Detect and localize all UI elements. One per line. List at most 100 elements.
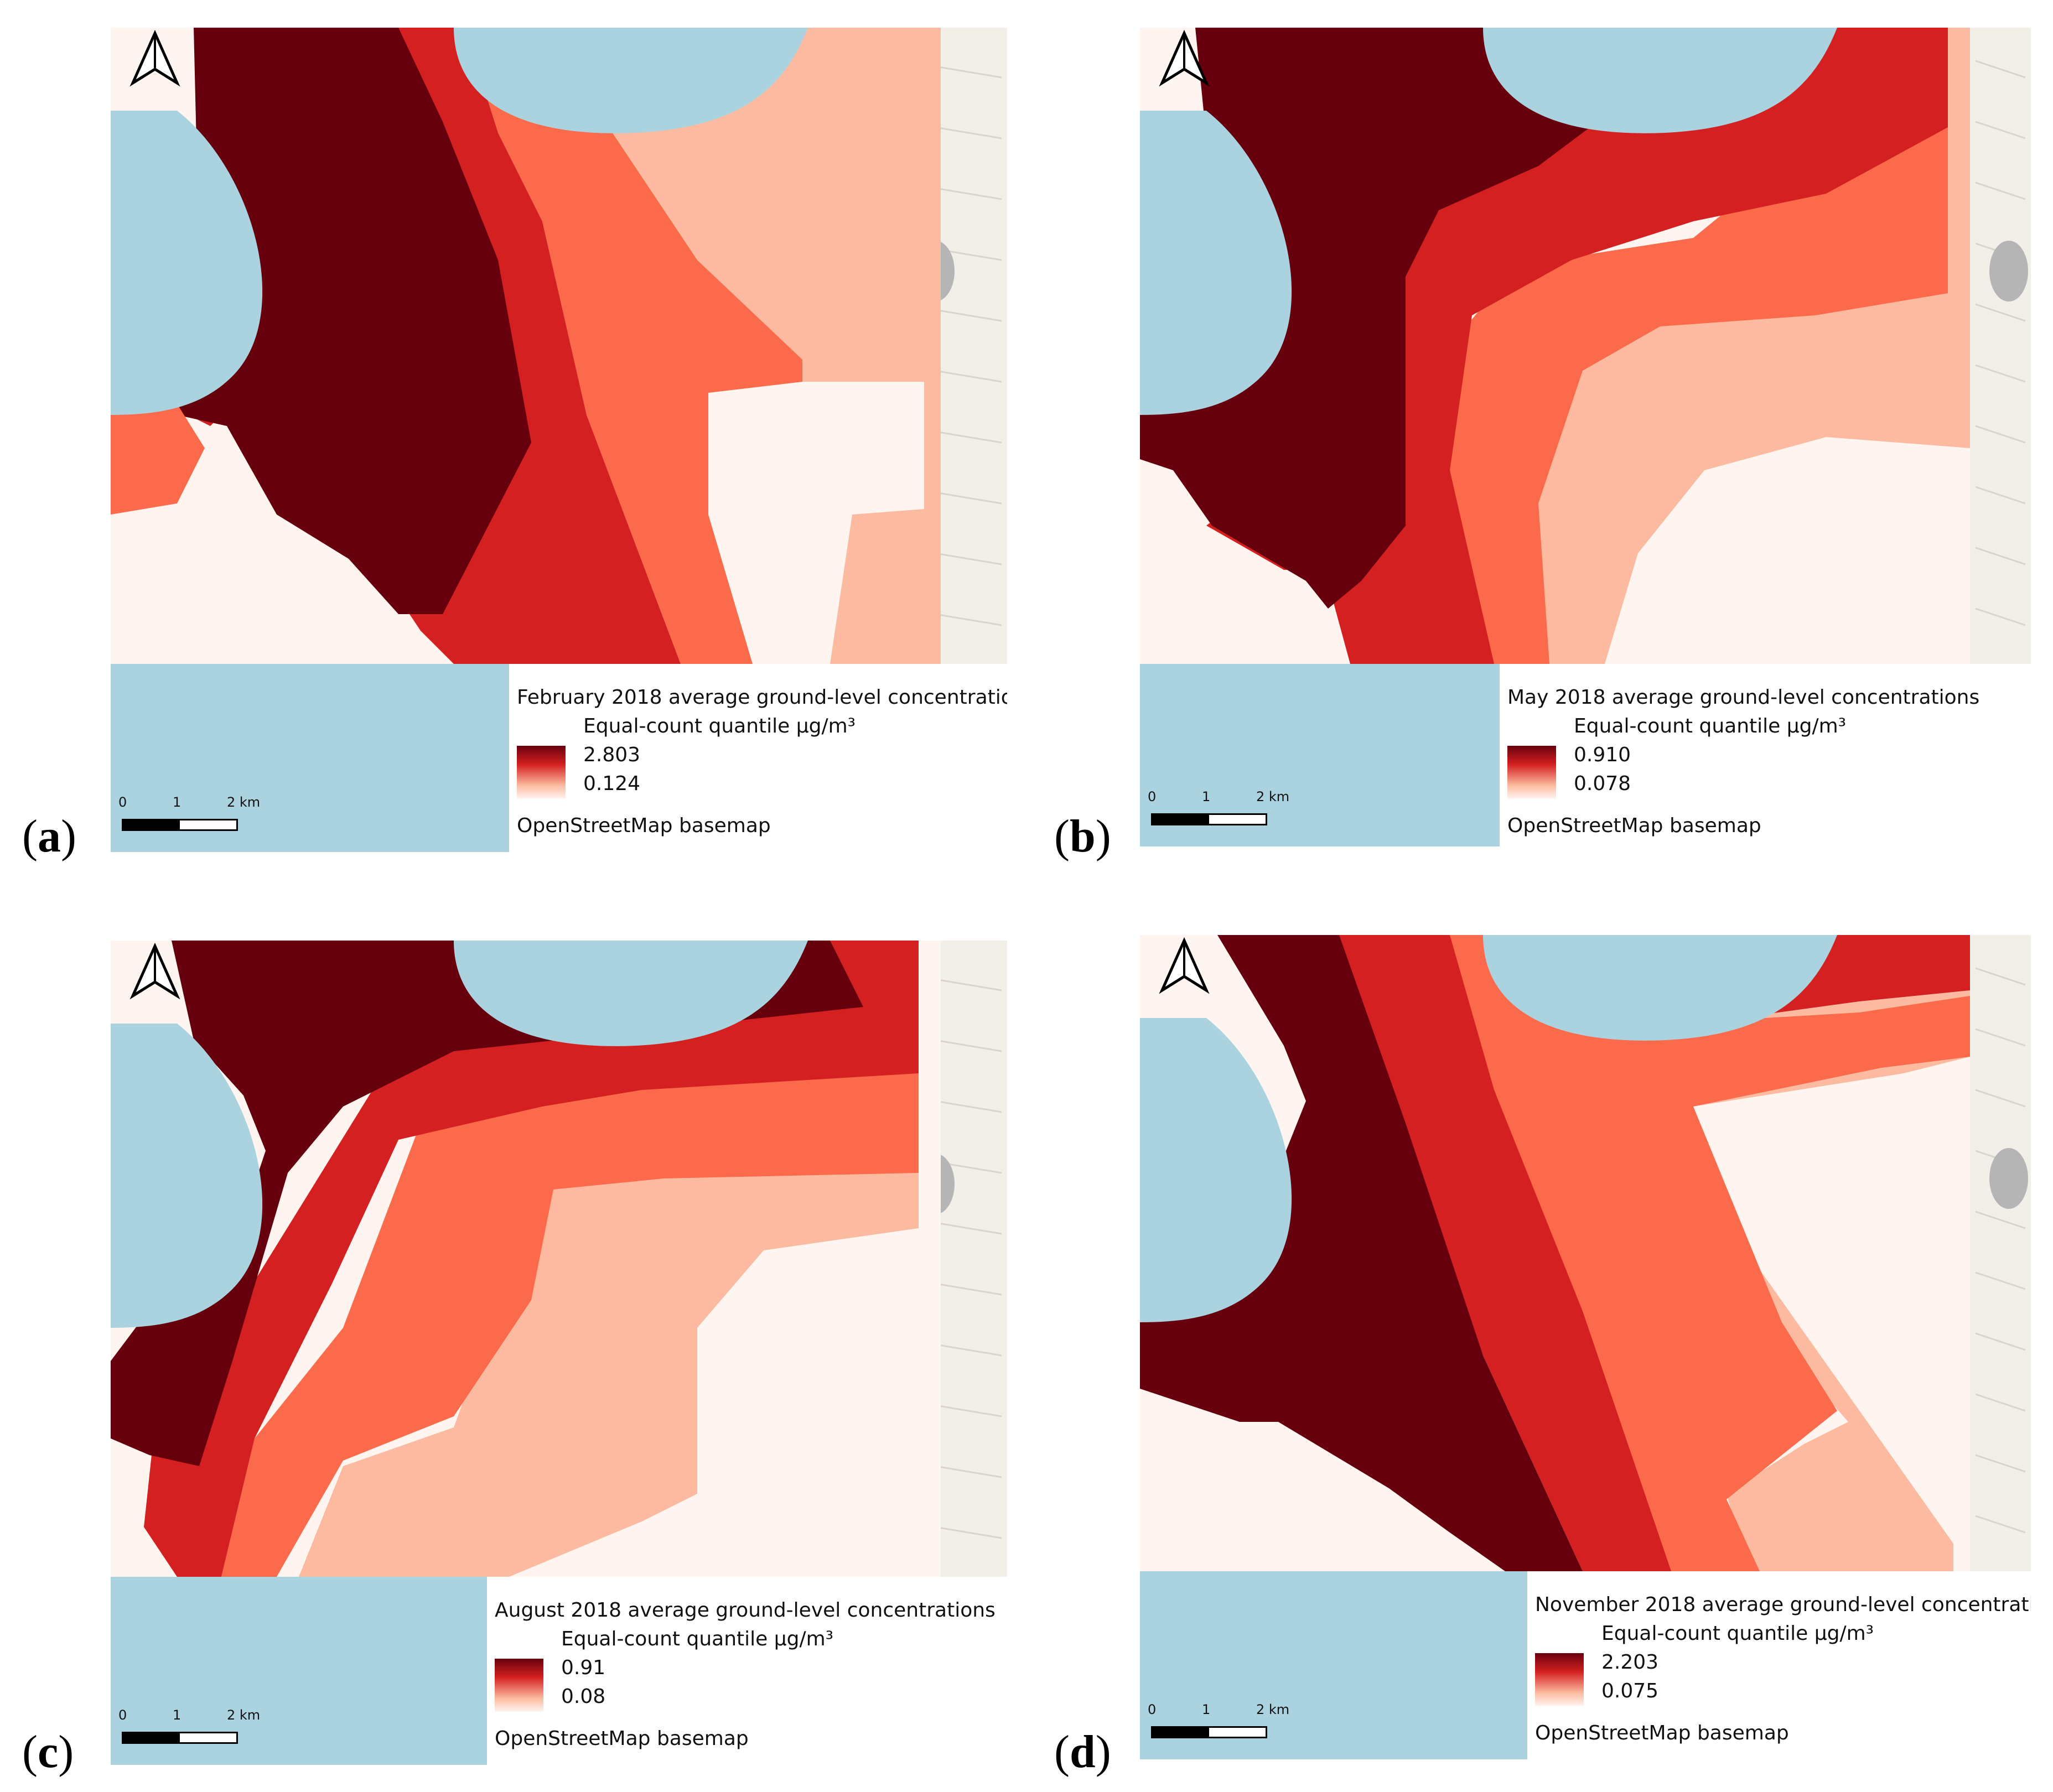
- legend-background: [487, 1577, 1007, 1765]
- legend-background: [1500, 664, 2031, 846]
- road-line: [1975, 1515, 2026, 1534]
- road-line: [1975, 1211, 2026, 1229]
- scale-bar: [1151, 1726, 1267, 1738]
- basemap-svg: [111, 28, 1007, 852]
- road-line: [1975, 967, 2026, 986]
- panel-label-c: (c): [22, 1726, 74, 1778]
- basemap-credit: OpenStreetMap basemap: [1535, 1722, 1789, 1744]
- panel-label-b: (b): [1054, 811, 1111, 862]
- legend-background: [1527, 1571, 2031, 1759]
- north-bay: [454, 28, 808, 133]
- concentration-zone-class4: [609, 28, 941, 664]
- panel-label-a: (a): [22, 811, 76, 862]
- north-arrow-icon: [129, 942, 180, 1000]
- land-area: [1970, 935, 2031, 1571]
- legend-color-ramp: [517, 746, 566, 799]
- legend-title: November 2018 average ground-level conce…: [1535, 1593, 2031, 1616]
- legend-min-value: 0.124: [583, 772, 641, 795]
- scale-segment-light: [180, 1733, 236, 1742]
- legend-min-value: 0.075: [1601, 1680, 1659, 1702]
- road-line: [1975, 1028, 2026, 1047]
- scale-label-1: 1: [173, 794, 182, 810]
- scale-label-1: 1: [1202, 789, 1211, 804]
- legend-background: [509, 664, 1007, 852]
- concentration-plume: [1140, 935, 1970, 1571]
- north-bay: [1483, 28, 1837, 133]
- north-arrow-icon: [1159, 29, 1210, 87]
- basemap-credit: OpenStreetMap basemap: [495, 1727, 749, 1750]
- concentration-zone-class3: [1439, 935, 1970, 1571]
- north-arrow-icon: [129, 29, 180, 87]
- scale-bar: [122, 819, 238, 831]
- road-line: [1975, 547, 2026, 565]
- legend-color-ramp: [495, 1659, 543, 1712]
- west-bay: [111, 111, 263, 415]
- road-line: [1975, 181, 2026, 200]
- scale-label-2km: 2 km: [1256, 1702, 1290, 1717]
- basemap-credit: OpenStreetMap basemap: [517, 814, 771, 837]
- scale-label-0: 0: [118, 1707, 127, 1723]
- legend-max-value: 2.203: [1601, 1651, 1659, 1674]
- road-line: [1975, 486, 2026, 505]
- road-line: [1975, 1271, 2026, 1290]
- scale-segment-dark: [123, 1733, 180, 1742]
- legend-unit: Equal-count quantile µg/m³: [1601, 1622, 1874, 1645]
- road-line: [1975, 303, 2026, 322]
- scale-label-2km: 2 km: [227, 1707, 261, 1723]
- scale-label-0: 0: [118, 794, 127, 810]
- concentration-zone-class1: [1140, 935, 1583, 1571]
- concentration-zone-class3: [111, 404, 205, 515]
- legend-unit: Equal-count quantile µg/m³: [561, 1628, 834, 1650]
- scale-label-1: 1: [1202, 1702, 1211, 1717]
- scale-segment-dark: [1153, 1728, 1209, 1737]
- scale-segment-dark: [123, 820, 180, 829]
- map-panel-a: 0 1 2 km February 2018 average ground-level…: [111, 28, 1007, 852]
- scale-label-2km: 2 km: [1256, 789, 1290, 804]
- map-panel-b: 0 1 2 km May 2018 average ground-level conc…: [1140, 28, 2031, 846]
- scale-segment-dark: [1153, 815, 1209, 824]
- road-line: [1975, 364, 2026, 383]
- land-area: [1970, 28, 2031, 664]
- map-panel-d: 0 1 2 km November 2018 average ground-level…: [1140, 935, 2031, 1759]
- concentration-zone-class1: [144, 28, 531, 614]
- scale-segment-light: [1209, 1728, 1266, 1737]
- road-line: [1975, 121, 2026, 139]
- scale-bar: [122, 1732, 238, 1744]
- legend-title: May 2018 average ground-level concentrat…: [1507, 686, 1980, 709]
- road-line: [1975, 1332, 2026, 1351]
- concentration-zone-class2: [1328, 935, 1671, 1571]
- west-bay: [1140, 1018, 1292, 1322]
- legend-max-value: 2.803: [583, 744, 641, 766]
- basemap-credit: OpenStreetMap basemap: [1507, 814, 1761, 837]
- road-line: [1975, 1393, 2026, 1412]
- concentration-zone-class1: [111, 941, 863, 1466]
- north-bay: [454, 941, 808, 1046]
- legend-title: August 2018 average ground-level concent…: [495, 1599, 996, 1622]
- concentration-zone-class3: [221, 1073, 919, 1577]
- road-line: [1975, 1089, 2026, 1108]
- road-line: [1975, 1454, 2026, 1473]
- west-bay: [1140, 111, 1292, 415]
- map-panel-c: 0 1 2 km August 2018 average ground-level c…: [111, 941, 1007, 1765]
- legend-unit: Equal-count quantile µg/m³: [583, 715, 856, 737]
- north-arrow-icon: [1159, 937, 1210, 994]
- legend-min-value: 0.08: [561, 1685, 606, 1708]
- north-bay: [1483, 935, 1837, 1041]
- legend-title: February 2018 average ground-level conce…: [517, 686, 1007, 709]
- concentration-zone-class1: [1140, 28, 1649, 609]
- scale-label-0: 0: [1148, 1702, 1157, 1717]
- concentration-zone-class4: [299, 1173, 919, 1577]
- scale-label-1: 1: [173, 1707, 182, 1723]
- legend-color-ramp: [1535, 1653, 1584, 1706]
- panel-label-d: (d): [1054, 1726, 1111, 1778]
- scale-label-0: 0: [1148, 789, 1157, 804]
- road-line: [1975, 60, 2026, 79]
- legend-color-ramp: [1507, 746, 1556, 799]
- concentration-plume: [111, 941, 941, 1577]
- scale-segment-light: [180, 820, 236, 829]
- lake-shape: [1989, 241, 2028, 302]
- scale-bar: [1151, 813, 1267, 825]
- basemap-svg: [111, 941, 1007, 1765]
- scale-segment-light: [1209, 815, 1266, 824]
- legend-max-value: 0.91: [561, 1656, 606, 1679]
